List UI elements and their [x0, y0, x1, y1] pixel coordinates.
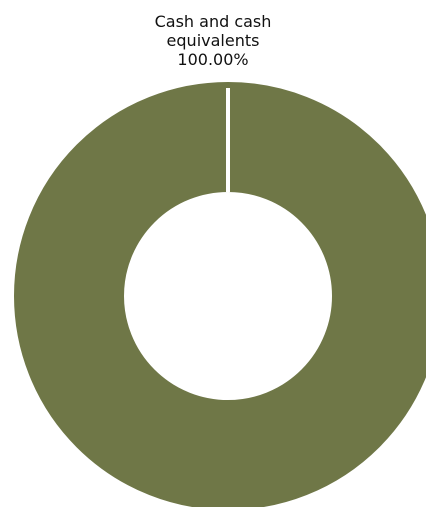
slice-label-category: Cash and cash	[113, 12, 313, 31]
slice-label-line-3: equivalents	[166, 31, 260, 50]
slice-value-label: 100.00%	[177, 50, 249, 69]
slice-label-cash: Cash and cash equivalents 100.00%	[113, 12, 313, 69]
slice-label-line-2: cash	[234, 12, 272, 31]
slice-label-line-1: Cash and	[154, 12, 230, 31]
